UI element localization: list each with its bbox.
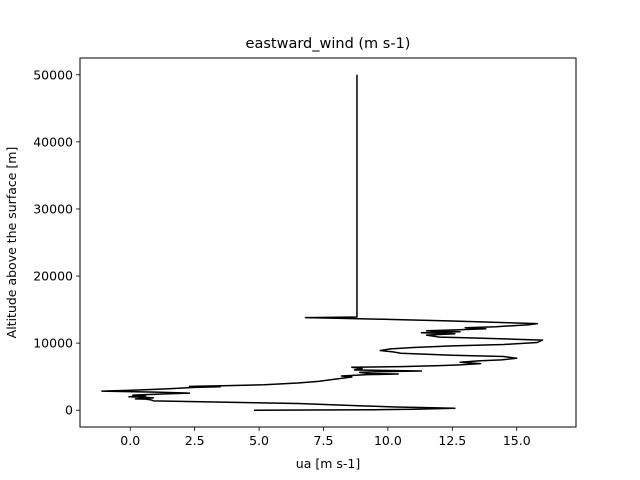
- y-axis-label: Altitude above the surface [m]: [4, 147, 19, 339]
- series-line: [101, 74, 544, 411]
- x-tick-label: 7.5: [314, 433, 334, 448]
- x-tick-label: 2.5: [185, 433, 205, 448]
- y-tick-label: 0: [65, 403, 73, 418]
- y-tick-label: 30000: [33, 201, 73, 216]
- series-layer: [101, 74, 544, 411]
- x-tick-label: 0.0: [120, 433, 140, 448]
- x-tick-label: 12.5: [438, 433, 466, 448]
- plot-area: [80, 58, 576, 427]
- plot-frame: [79, 57, 577, 428]
- x-axis: 0.0 2.5 5.0 7.5 10.0 12.5 15.0: [120, 427, 531, 448]
- x-tick-label: 15.0: [503, 433, 531, 448]
- y-tick-label: 40000: [33, 134, 73, 149]
- x-tick-label: 10.0: [374, 433, 402, 448]
- x-tick-label: 5.0: [249, 433, 269, 448]
- y-tick-label: 50000: [33, 67, 73, 82]
- y-axis: 0 10000 20000 30000 40000 50000: [33, 67, 80, 418]
- y-tick-label: 10000: [33, 336, 73, 351]
- chart-title: eastward_wind (m s-1): [246, 36, 411, 52]
- y-tick-label: 20000: [33, 269, 73, 284]
- x-axis-label: ua [m s-1]: [296, 456, 360, 471]
